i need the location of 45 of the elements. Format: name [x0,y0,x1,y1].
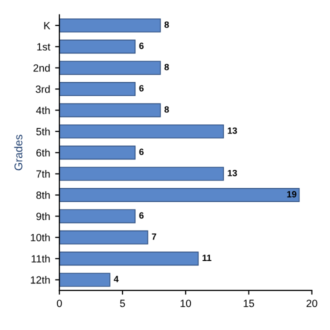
bar [59,209,136,224]
data-label: 11 [202,254,212,261]
y-tick-label: 12th [30,276,50,284]
bar [59,166,224,181]
data-label: 6 [139,148,144,156]
y-tick-label: 7th [36,170,50,178]
y-tick-label: 11th [32,254,50,262]
x-tick-label: 5 [120,300,125,308]
data-label: 8 [164,21,169,28]
data-label: 6 [139,212,144,219]
y-tick-label: 6th [36,148,50,156]
bar [59,146,136,160]
y-tick-label: 9th [36,212,50,220]
data-label: 13 [228,170,237,176]
data-label: 8 [164,106,169,113]
y-tick-label: 1st [37,43,50,51]
bar [59,82,136,96]
bar [59,188,300,202]
data-label: 13 [228,127,237,134]
x-tick-label: 20 [306,300,318,308]
data-label: 19 [287,191,296,198]
bar [59,272,110,287]
y-tick-label: 10th [30,234,50,242]
x-tick-label: 0 [56,300,62,308]
bar [59,124,224,138]
data-label: 8 [164,64,169,70]
y-tick-label: K [44,22,50,30]
data-label: 6 [139,85,144,92]
x-tick-label: 15 [244,300,254,308]
y-tick-label: 2nd [34,64,50,72]
y-axis-title: Grades [14,134,22,170]
x-tick-label: 10 [180,300,192,308]
data-label: 7 [152,234,156,240]
data-label: 6 [139,42,144,50]
y-tick-label: 5th [36,128,50,136]
y-tick-label: 3rd [36,85,50,93]
bar [59,230,148,244]
bar [59,60,161,75]
bar [59,18,161,32]
y-tick-label: 8th [36,191,50,199]
y-tick-label: 4th [36,106,50,114]
bar [59,103,161,118]
data-label: 4 [114,276,119,282]
bar [59,252,199,266]
bar [59,40,136,54]
